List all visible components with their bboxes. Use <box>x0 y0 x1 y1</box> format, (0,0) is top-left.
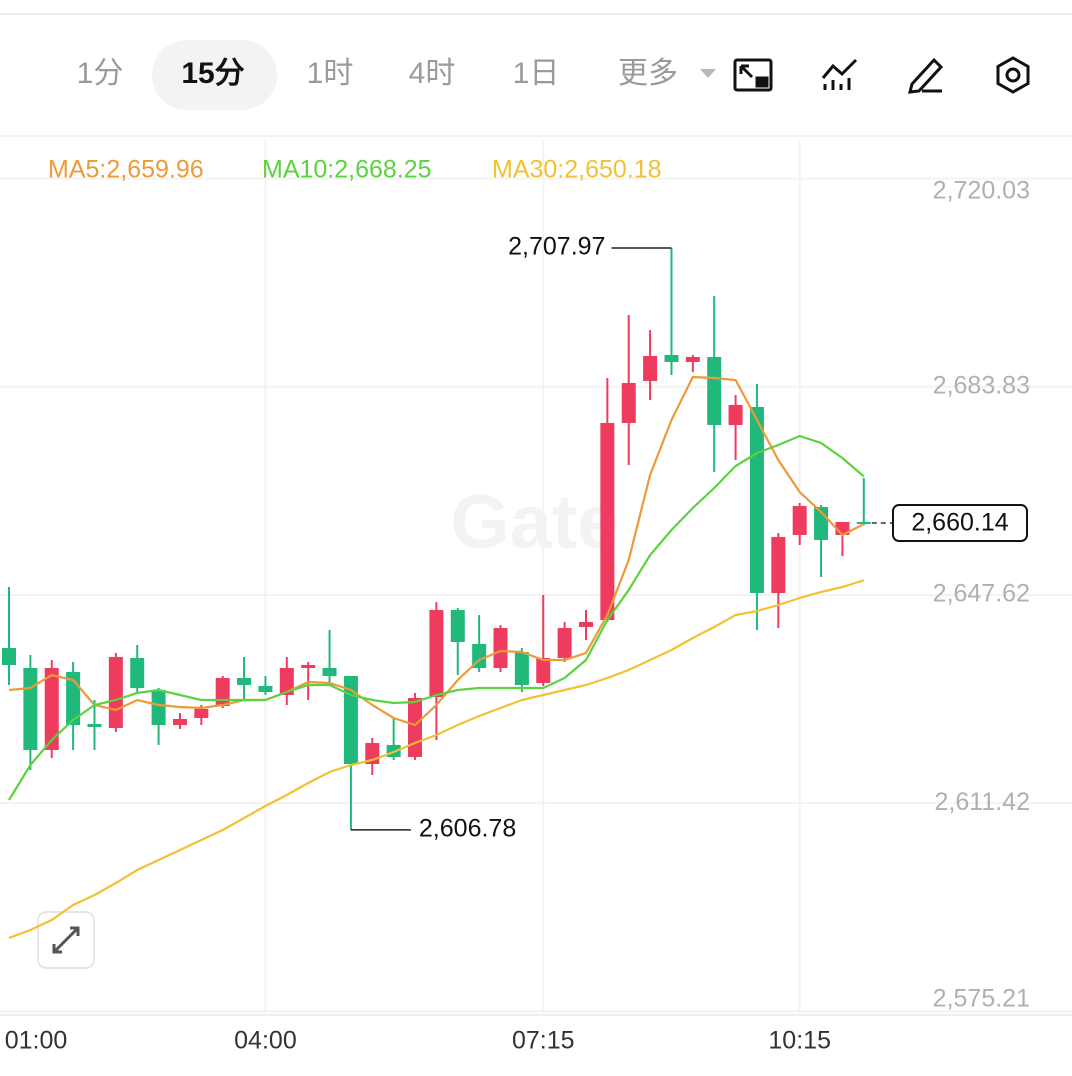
candle-body <box>429 610 444 698</box>
x-tick-label: 04:00 <box>234 1027 297 1055</box>
y-tick-label: 2,647.62 <box>933 580 1030 608</box>
expand-button[interactable] <box>37 911 95 969</box>
icon-indicators[interactable] <box>821 58 858 90</box>
candle-body <box>215 677 230 706</box>
ma-line <box>8 579 865 940</box>
candle-body <box>557 628 572 658</box>
candle-body <box>792 505 807 535</box>
timeframe-tab[interactable]: 1时 <box>307 57 354 90</box>
x-tick-label: 10:15 <box>768 1027 831 1055</box>
y-tick-label: 2,575.21 <box>933 985 1030 1013</box>
candle-body <box>685 357 700 363</box>
y-tick-label: 2,683.83 <box>933 371 1030 399</box>
legend-entry: MA30:2,650.18 <box>492 156 662 184</box>
x-tick-label: 01:00 <box>5 1027 68 1055</box>
candle-body <box>578 621 593 627</box>
candle-body <box>536 657 551 683</box>
timeframe-tab[interactable]: 15分 <box>181 57 244 90</box>
y-tick-label: 2,720.03 <box>933 177 1030 205</box>
candle-body <box>258 685 273 693</box>
candle-body <box>301 664 316 668</box>
candle-body <box>237 677 252 685</box>
candle-body <box>343 675 358 765</box>
candle-body <box>749 406 764 593</box>
timeframe-tab[interactable]: 1日 <box>513 57 560 90</box>
candle-body <box>771 536 786 593</box>
candle-body <box>728 404 743 425</box>
legend-entry: MA10:2,668.25 <box>262 156 432 184</box>
candle-body <box>600 422 615 621</box>
candle-body <box>322 667 337 676</box>
candle-body <box>450 610 465 642</box>
candle-body <box>87 723 102 727</box>
timeframe-tab[interactable]: 更多 <box>618 57 678 90</box>
watermark: Gate <box>451 480 620 565</box>
icon-draw[interactable] <box>908 57 944 94</box>
candle-body <box>493 628 508 668</box>
legend-entry: MA5:2,659.96 <box>48 156 204 184</box>
ma-line <box>8 375 865 727</box>
candle-body <box>2 648 16 665</box>
candle-body <box>151 690 166 726</box>
candle-body <box>408 697 423 757</box>
candle-body <box>23 667 38 750</box>
candle-body <box>44 667 59 750</box>
candle-body <box>707 357 722 425</box>
selected-tab-pill <box>152 40 277 110</box>
candle-body <box>279 667 294 696</box>
candle-body <box>172 718 187 726</box>
candle-body <box>664 354 679 363</box>
candle-body <box>856 521 871 524</box>
candle-body <box>514 651 529 685</box>
candle-body <box>130 657 145 688</box>
candle-body <box>108 656 123 729</box>
icon-fullscreen-chart[interactable] <box>733 58 773 92</box>
timeframe-tab[interactable]: 1分 <box>77 57 124 90</box>
candle-body <box>643 355 658 381</box>
dropdown-arrow[interactable] <box>700 69 716 78</box>
high-label: 2,707.97 <box>508 233 605 261</box>
candle-body <box>621 383 636 423</box>
low-label: 2,606.78 <box>419 814 516 842</box>
candle-body <box>194 708 209 719</box>
last-price-box <box>892 504 1028 543</box>
y-tick-label: 2,611.42 <box>935 788 1030 816</box>
icon-settings[interactable] <box>996 56 1030 94</box>
last-price-label: 2,660.14 <box>911 509 1008 537</box>
timeframe-tab[interactable]: 4时 <box>409 57 456 90</box>
x-tick-label: 07:15 <box>512 1027 575 1055</box>
ma-line <box>8 434 865 801</box>
